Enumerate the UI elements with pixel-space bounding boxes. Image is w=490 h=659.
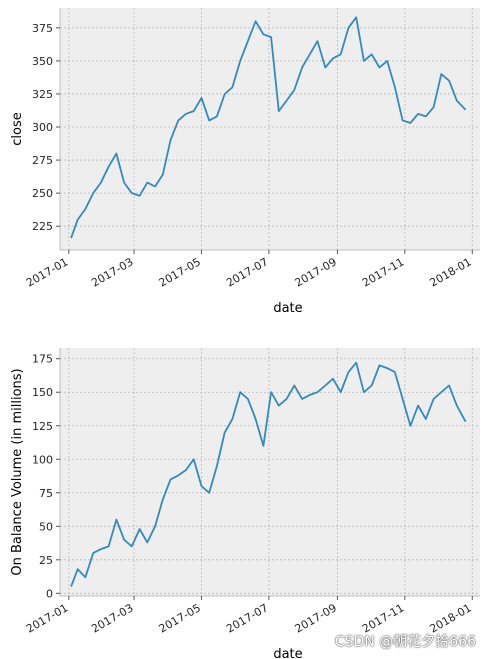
y-tick-label: 150 <box>32 386 53 399</box>
x-tick-label: 2017-09 <box>293 255 339 289</box>
obv-chart: 0 25 50 75 100 125 150 175 2017-01 2017-03 2017-05… <box>10 348 480 659</box>
y-tick-label: 50 <box>39 520 53 533</box>
x-tick-label: 2017-07 <box>224 255 270 289</box>
x-tick-label: 2017-01 <box>24 255 70 289</box>
y-tick-label: 175 <box>32 353 53 366</box>
y-tick-label: 300 <box>32 121 53 134</box>
y-tick-label: 25 <box>39 554 53 567</box>
series-line <box>70 361 467 587</box>
y-tick-label: 225 <box>32 220 53 233</box>
x-tick-label: 2017-05 <box>157 255 203 289</box>
x-axis-label: date <box>273 647 302 659</box>
y-tick-label: 100 <box>32 453 53 466</box>
x-axis-label: date <box>273 301 302 316</box>
y-axis-label: close <box>10 112 25 145</box>
y-tick-label: 75 <box>39 487 53 500</box>
y-tick-label: 350 <box>32 55 53 68</box>
y-tick-label: 375 <box>32 22 53 35</box>
y-tick-label: 325 <box>32 88 53 101</box>
y-tick-label: 250 <box>32 187 53 200</box>
y-tick-label: 275 <box>32 154 53 167</box>
y-axis-label: On Balance Volume (in millions) <box>10 368 25 575</box>
close-price-chart: 225 250 275 300 325 350 375 2017-01 2017-03 2017-… <box>10 8 480 316</box>
watermark: CSDN @朝花夕拾666 <box>334 634 476 650</box>
plot-area <box>60 348 480 596</box>
x-tick-label: 2018-01 <box>427 255 473 289</box>
x-tick-label: 2017-11 <box>360 255 406 289</box>
x-tick-label: 2017-07 <box>224 601 270 635</box>
series-line <box>70 16 467 239</box>
x-tick-label: 2017-09 <box>293 601 339 635</box>
y-tick-label: 0 <box>46 587 53 600</box>
x-tick-label: 2017-01 <box>24 601 70 635</box>
x-tick-label: 2017-05 <box>157 601 203 635</box>
plot-area <box>60 8 480 250</box>
x-tick-label: 2017-03 <box>89 601 135 635</box>
x-tick-label: 2017-03 <box>89 255 135 289</box>
y-tick-label: 125 <box>32 420 53 433</box>
